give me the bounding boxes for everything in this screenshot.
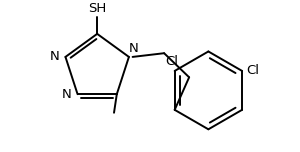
Text: N: N bbox=[129, 42, 139, 55]
Text: SH: SH bbox=[88, 2, 106, 15]
Text: Cl: Cl bbox=[165, 55, 178, 68]
Text: N: N bbox=[61, 88, 71, 101]
Text: N: N bbox=[50, 50, 59, 63]
Text: Cl: Cl bbox=[247, 64, 260, 77]
